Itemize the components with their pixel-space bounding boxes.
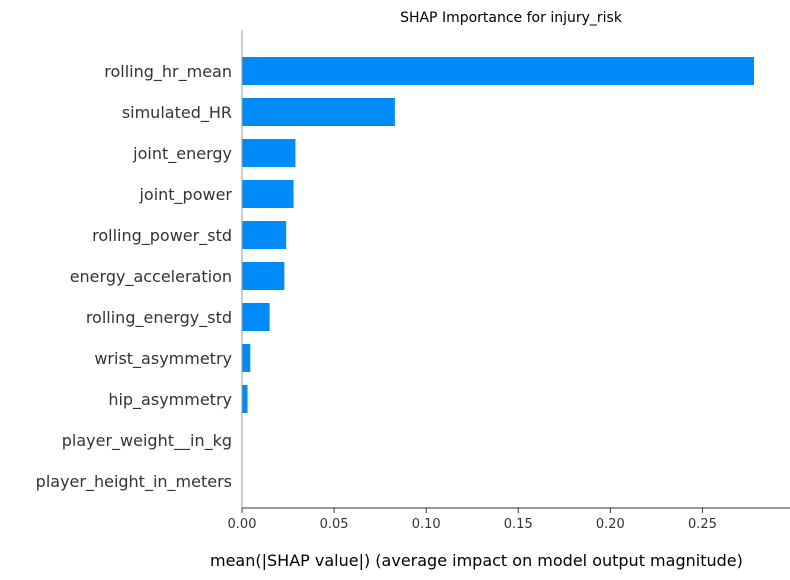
bar-rolling-hr-mean — [242, 57, 754, 85]
bar-joint-energy — [242, 139, 296, 167]
x-ticks: 0.00 0.05 0.10 0.15 0.20 0.25 — [228, 508, 717, 532]
category-labels: rolling_hr_mean simulated_HR joint_energyj… — [36, 62, 233, 492]
category-label: player_height_in_meters — [36, 472, 232, 492]
x-tick-label: 0.05 — [320, 517, 349, 532]
category-label: rolling_hr_mean — [104, 62, 232, 82]
bar-wrist-asymmetry — [242, 344, 251, 372]
x-axis-label: mean(|SHAP value|) (average impact on mo… — [210, 551, 743, 570]
x-tick-label: 0.25 — [688, 517, 717, 532]
category-label: joint_power — [138, 185, 232, 205]
category-label: wrist_asymmetry — [94, 349, 232, 369]
category-label: player_weight__in_kg — [62, 431, 232, 451]
chart-title: SHAP Importance for injury_risk — [400, 10, 623, 26]
x-tick-label: 0.15 — [504, 517, 533, 532]
x-tick-label: 0.00 — [228, 517, 257, 532]
category-label: energy_acceleration — [70, 267, 232, 287]
category-label: joint_energy — [132, 144, 232, 164]
bar-hip-asymmetry — [242, 385, 248, 413]
bar-simulated-hr — [242, 98, 395, 126]
bar-rolling-power-std — [242, 221, 287, 249]
x-tick-label: 0.20 — [596, 517, 625, 532]
category-label: hip_asymmetry — [108, 390, 232, 410]
category-label: simulated_HR — [122, 103, 232, 123]
x-tick-label: 0.10 — [412, 517, 441, 532]
bar-joint-power — [242, 180, 294, 208]
category-label: rolling_power_std — [92, 226, 232, 246]
bar-rolling-energy-std — [242, 303, 270, 331]
category-label: rolling_energy_std — [86, 308, 232, 328]
bar-energy-acceleration — [242, 262, 285, 290]
bars-group — [242, 57, 754, 413]
